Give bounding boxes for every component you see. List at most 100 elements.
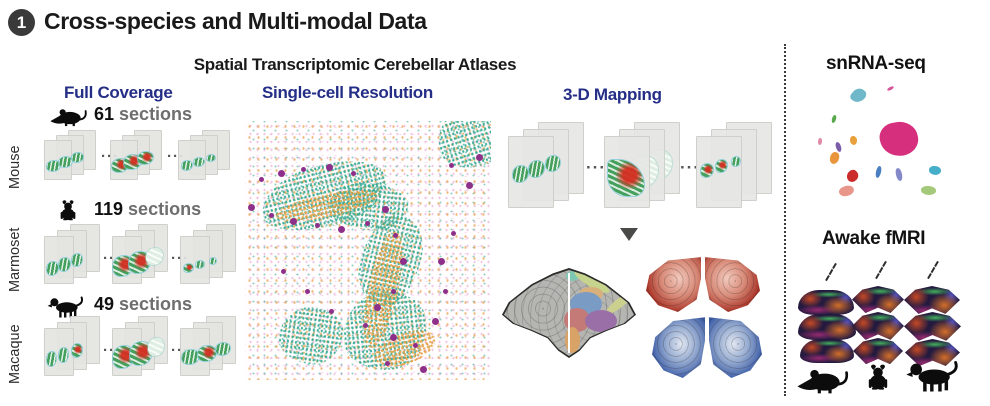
section-image bbox=[124, 155, 141, 169]
cerebellum-parcellation bbox=[502, 268, 636, 358]
section-image bbox=[207, 155, 215, 161]
section-image bbox=[113, 346, 134, 368]
marmoset-icon bbox=[60, 200, 76, 221]
fmri-title: Awake fMRI bbox=[822, 228, 926, 249]
ellipsis: ··· bbox=[586, 158, 606, 177]
hemisphere bbox=[646, 257, 701, 312]
section-image bbox=[146, 248, 163, 265]
hemisphere bbox=[652, 317, 705, 378]
mouse-icon bbox=[796, 368, 849, 395]
dotted-divider bbox=[784, 44, 786, 396]
section-image bbox=[148, 338, 164, 356]
column-single-cell: Single-cell Resolution bbox=[262, 83, 433, 102]
marmoset-section-count: 119 sections bbox=[94, 199, 201, 220]
section-image bbox=[182, 161, 192, 170]
umap-cluster bbox=[834, 141, 843, 153]
region-patch bbox=[584, 309, 617, 332]
marmoset-icon bbox=[868, 364, 888, 390]
count-unit: sections bbox=[119, 104, 193, 124]
umap-cluster bbox=[874, 165, 883, 179]
midline bbox=[568, 273, 570, 353]
mouse-section-count: 61 sections bbox=[94, 104, 192, 125]
dashed-link bbox=[875, 260, 887, 280]
cerebellum-statmap-blue bbox=[652, 316, 762, 378]
fmri-map bbox=[852, 286, 904, 313]
triangle-down-icon bbox=[620, 228, 638, 241]
page-title: Cross-species and Multi-modal Data bbox=[44, 8, 427, 34]
fmri-panel bbox=[792, 256, 986, 402]
count-value: 61 bbox=[94, 104, 115, 124]
section-image bbox=[196, 261, 204, 268]
umap-cluster bbox=[817, 137, 823, 146]
section-image bbox=[210, 258, 216, 264]
section-image bbox=[72, 254, 82, 266]
section-image bbox=[198, 346, 216, 361]
umap-cluster bbox=[850, 136, 857, 145]
fmri-map bbox=[798, 314, 856, 340]
umap-cluster bbox=[929, 166, 941, 175]
single-cell-spatial-image bbox=[245, 121, 491, 380]
count-unit: sections bbox=[119, 294, 193, 314]
purkinje-dots bbox=[245, 121, 250, 126]
atlas-group-title: Spatial Transcriptomic Cerebellar Atlase… bbox=[193, 55, 517, 74]
umap-cluster bbox=[894, 167, 904, 182]
section-image bbox=[47, 161, 60, 171]
umap-cluster bbox=[827, 150, 842, 166]
section-image bbox=[113, 256, 133, 276]
section-image bbox=[59, 258, 70, 271]
cerebellum-statmap-red bbox=[646, 256, 760, 312]
count-value: 49 bbox=[94, 294, 115, 314]
region-patch bbox=[566, 270, 580, 281]
snrna-title: snRNA-seq bbox=[826, 53, 926, 74]
step-number-badge: 1 bbox=[8, 9, 35, 36]
column-full-coverage: Full Coverage bbox=[64, 83, 173, 102]
umap-cluster bbox=[837, 183, 856, 199]
species-label-marmoset: Marmoset bbox=[7, 227, 23, 293]
column-3d-mapping: 3-D Mapping bbox=[563, 85, 662, 104]
section-image bbox=[72, 153, 83, 162]
cell-cluster-patch bbox=[275, 303, 348, 369]
section-image bbox=[529, 161, 544, 177]
count-unit: sections bbox=[128, 199, 202, 219]
section-image bbox=[513, 166, 528, 182]
section-image bbox=[716, 160, 727, 172]
section-image bbox=[701, 164, 713, 177]
umap-cluster-main bbox=[877, 118, 921, 160]
mouse-icon bbox=[49, 108, 87, 128]
section-image bbox=[546, 156, 560, 171]
cell-cluster-patch bbox=[429, 121, 491, 178]
ellipsis: ··· bbox=[680, 158, 700, 177]
section-image bbox=[47, 262, 58, 275]
umap-cluster bbox=[848, 85, 869, 106]
umap-plot bbox=[792, 82, 974, 222]
umap-cluster bbox=[921, 186, 936, 195]
dashed-link bbox=[927, 260, 939, 280]
count-value: 119 bbox=[94, 199, 124, 219]
section-image bbox=[59, 157, 72, 167]
section-image bbox=[130, 342, 152, 365]
cerebellum-surface bbox=[504, 270, 634, 356]
section-image bbox=[194, 158, 204, 166]
hemisphere bbox=[709, 316, 762, 378]
fmri-map bbox=[800, 339, 854, 363]
section-image bbox=[182, 350, 199, 364]
hemisphere bbox=[705, 256, 760, 312]
umap-cluster bbox=[886, 85, 895, 92]
species-label-macaque: Macaque bbox=[7, 324, 23, 384]
section-image bbox=[216, 343, 230, 355]
umap-cluster bbox=[844, 167, 861, 185]
section-image bbox=[59, 348, 68, 362]
macaque-icon bbox=[904, 361, 958, 393]
macaque-section-count: 49 sections bbox=[94, 294, 192, 315]
section-image bbox=[129, 252, 150, 273]
slide bbox=[180, 236, 210, 284]
dashed-link bbox=[825, 262, 837, 282]
section-image bbox=[184, 264, 193, 272]
section-image bbox=[732, 157, 740, 166]
umap-cluster bbox=[830, 114, 838, 124]
section-image bbox=[47, 352, 56, 366]
fmri-map bbox=[798, 290, 854, 315]
section-image bbox=[72, 344, 82, 357]
species-label-mouse: Mouse bbox=[7, 145, 23, 189]
